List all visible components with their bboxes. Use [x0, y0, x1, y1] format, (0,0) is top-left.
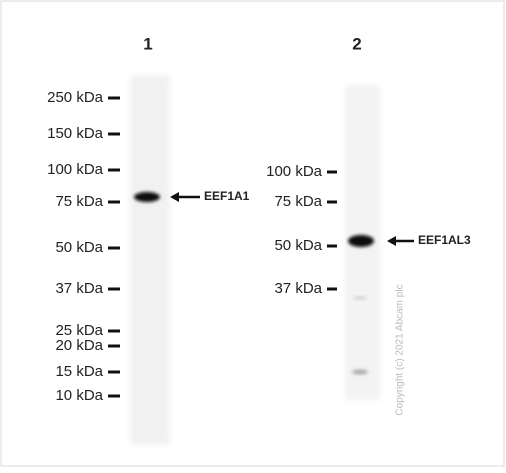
marker-label: 20 kDa — [55, 337, 103, 354]
band — [134, 192, 160, 202]
marker-label: 37 kDa — [274, 280, 322, 297]
marker-label: 10 kDa — [55, 387, 103, 404]
marker-label: 75 kDa — [55, 193, 103, 210]
lane-strip — [130, 75, 170, 445]
marker-label: 15 kDa — [55, 363, 103, 380]
blot-figure: Copyright (c) 2021 Abcam plc 1250 kDa150… — [0, 0, 506, 468]
faint-band — [352, 370, 368, 375]
copyright: Copyright (c) 2021 Abcam plc — [395, 284, 406, 415]
band-label: EEF1AL3 — [418, 233, 471, 247]
faint-band — [353, 297, 367, 300]
marker-label: 250 kDa — [47, 89, 104, 106]
band-label: EEF1A1 — [204, 189, 250, 203]
band — [348, 235, 374, 247]
marker-label: 50 kDa — [274, 237, 322, 254]
marker-label: 37 kDa — [55, 280, 103, 297]
marker-label: 150 kDa — [47, 125, 104, 142]
marker-label: 100 kDa — [47, 161, 104, 178]
lane-label: 1 — [143, 34, 152, 53]
marker-label: 75 kDa — [274, 193, 322, 210]
marker-label: 50 kDa — [55, 239, 103, 256]
marker-label: 100 kDa — [266, 163, 323, 180]
lane-label: 2 — [352, 34, 361, 53]
